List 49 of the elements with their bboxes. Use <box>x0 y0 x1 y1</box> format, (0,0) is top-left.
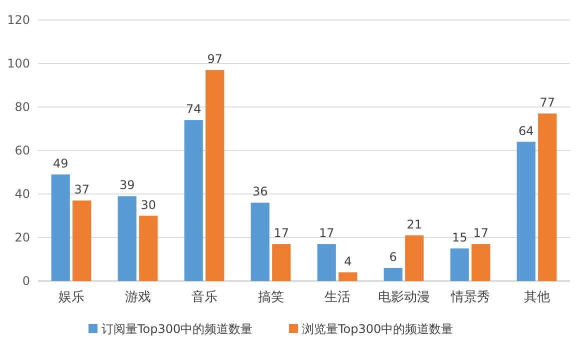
data-label: 97 <box>207 52 223 66</box>
y-tick-label: 80 <box>14 100 30 114</box>
data-label: 30 <box>140 198 156 212</box>
x-tick-label: 游戏 <box>124 290 151 305</box>
bar <box>118 196 136 281</box>
bar <box>516 142 536 281</box>
bar <box>72 200 92 281</box>
bar <box>317 244 336 281</box>
bar <box>384 268 402 281</box>
legend-label: 浏览量Top300中的频道数量 <box>302 322 454 336</box>
y-tick-label: 0 <box>22 274 30 288</box>
bar <box>472 244 490 281</box>
x-tick-label: 搞笑 <box>258 290 284 305</box>
y-tick-label: 40 <box>14 187 30 202</box>
y-tick-label: 20 <box>14 230 30 245</box>
bar <box>139 216 158 281</box>
bar <box>51 174 70 281</box>
y-tick-label: 120 <box>7 13 30 28</box>
data-label: 15 <box>452 230 468 244</box>
data-label: 37 <box>74 182 90 197</box>
bar <box>450 248 469 281</box>
data-label: 36 <box>252 184 268 199</box>
x-tick-label: 其他 <box>524 290 550 305</box>
data-label: 64 <box>518 124 534 138</box>
bar <box>206 70 224 281</box>
bar <box>338 272 358 281</box>
x-tick-label: 娱乐 <box>58 290 84 305</box>
data-label: 39 <box>119 178 135 192</box>
y-tick-label: 100 <box>7 56 30 71</box>
x-tick-label: 电影动漫 <box>378 290 430 305</box>
data-label: 17 <box>318 226 334 240</box>
data-label: 17 <box>274 226 290 240</box>
bar <box>538 114 557 281</box>
x-tick-label: 情景秀 <box>450 290 490 305</box>
bar <box>250 202 270 281</box>
data-label: 77 <box>540 96 556 110</box>
data-label: 6 <box>389 250 397 264</box>
y-tick-label: 60 <box>14 144 30 158</box>
bar <box>184 120 203 281</box>
data-label: 17 <box>473 226 489 240</box>
data-label: 4 <box>344 254 352 268</box>
data-label: 74 <box>186 102 202 116</box>
data-label: 49 <box>52 156 68 170</box>
bar <box>405 235 424 281</box>
legend-label: 订阅量Top300中的频道数量 <box>102 322 253 336</box>
x-tick-label: 音乐 <box>191 290 218 305</box>
data-label: 21 <box>406 217 422 232</box>
x-tick-label: 生活 <box>324 290 350 305</box>
bar <box>272 244 291 281</box>
